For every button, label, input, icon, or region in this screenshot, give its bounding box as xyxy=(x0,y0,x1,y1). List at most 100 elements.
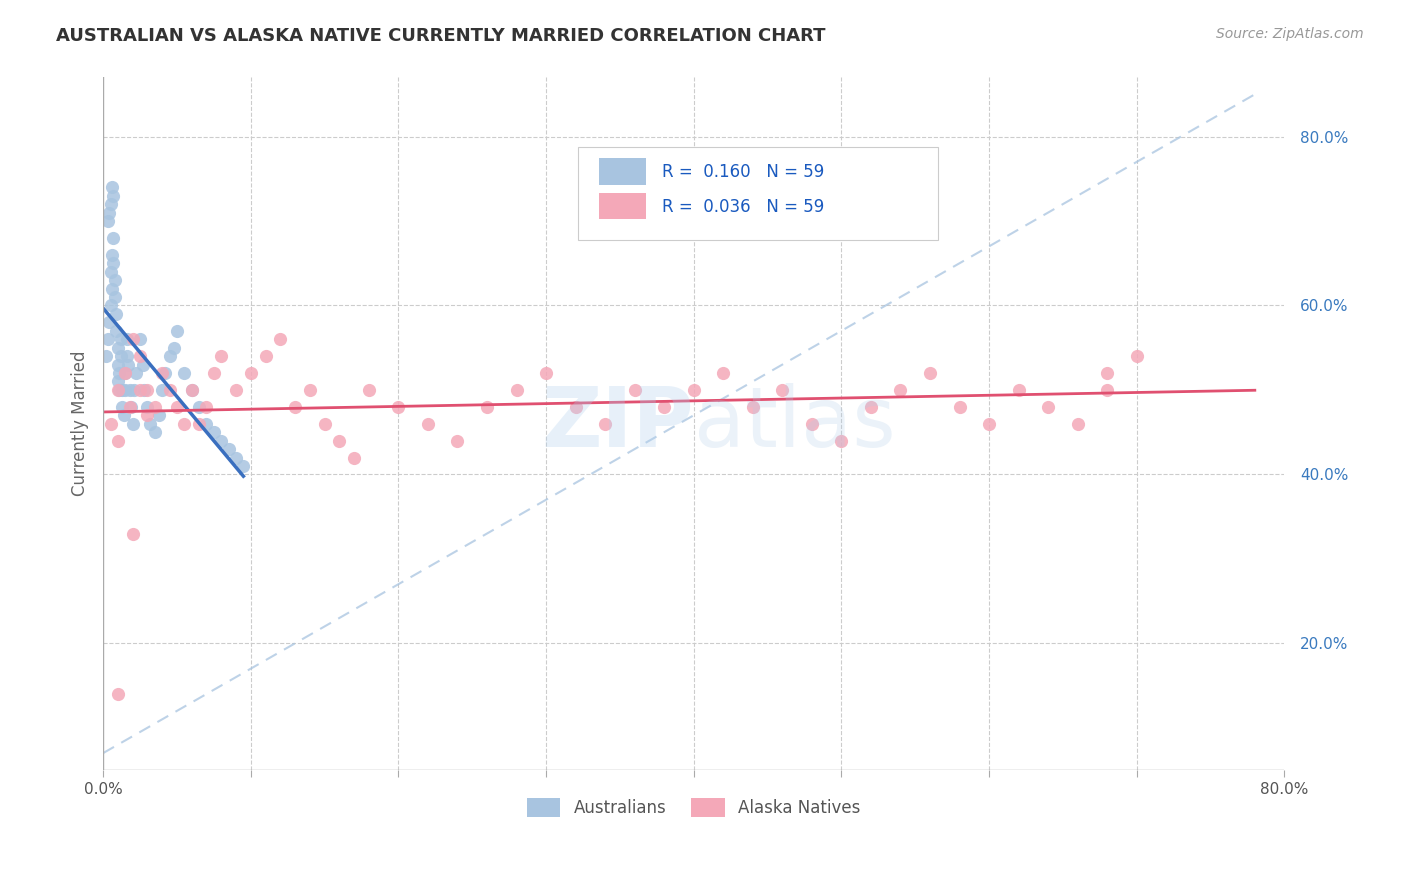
Point xyxy=(139,417,162,431)
Point xyxy=(118,383,141,397)
Point xyxy=(225,383,247,397)
Point xyxy=(121,417,143,431)
Text: Source: ZipAtlas.com: Source: ZipAtlas.com xyxy=(1216,27,1364,41)
Point xyxy=(111,383,134,397)
Point xyxy=(98,205,121,219)
Point xyxy=(593,417,616,431)
Point xyxy=(118,400,141,414)
Point xyxy=(107,341,129,355)
Point xyxy=(1095,366,1118,380)
Point xyxy=(110,349,132,363)
Legend: Australians, Alaska Natives: Australians, Alaska Natives xyxy=(520,791,868,824)
Point xyxy=(107,358,129,372)
Point xyxy=(269,332,291,346)
Point xyxy=(129,383,152,397)
Point xyxy=(446,434,468,448)
Point xyxy=(101,248,124,262)
Text: ZIP: ZIP xyxy=(541,384,693,464)
Point xyxy=(195,400,218,414)
Point xyxy=(173,417,195,431)
Point xyxy=(209,434,232,448)
Point xyxy=(1007,383,1029,397)
Point xyxy=(173,366,195,380)
Text: R =  0.160   N = 59: R = 0.160 N = 59 xyxy=(662,163,824,181)
Point xyxy=(114,383,136,397)
Point xyxy=(100,417,122,431)
Point xyxy=(209,349,232,363)
Point xyxy=(101,282,124,296)
Point xyxy=(148,409,170,423)
Point xyxy=(105,307,128,321)
Text: R =  0.036   N = 59: R = 0.036 N = 59 xyxy=(662,198,824,216)
Point xyxy=(564,400,586,414)
Point xyxy=(711,366,734,380)
Point xyxy=(115,349,138,363)
Point xyxy=(652,400,675,414)
Point xyxy=(103,231,125,245)
Point xyxy=(314,417,336,431)
Point xyxy=(112,409,135,423)
Point xyxy=(1066,417,1088,431)
Point xyxy=(387,400,409,414)
Point xyxy=(1036,400,1059,414)
Point xyxy=(889,383,911,397)
Point xyxy=(188,400,211,414)
Point xyxy=(202,425,225,439)
Point xyxy=(741,400,763,414)
Point xyxy=(623,383,645,397)
Point xyxy=(96,332,118,346)
Point xyxy=(143,400,166,414)
Point xyxy=(166,400,188,414)
Point xyxy=(284,400,307,414)
Point xyxy=(96,214,118,228)
Point xyxy=(103,256,125,270)
Point xyxy=(232,458,254,473)
Point xyxy=(104,290,127,304)
Point xyxy=(682,383,704,397)
Point xyxy=(180,383,202,397)
Point xyxy=(475,400,498,414)
Point xyxy=(105,324,128,338)
Point xyxy=(918,366,941,380)
Point xyxy=(117,358,139,372)
Point xyxy=(770,383,793,397)
Point xyxy=(534,366,557,380)
Point xyxy=(188,417,211,431)
Point xyxy=(166,324,188,338)
Point xyxy=(136,409,159,423)
Point xyxy=(416,417,439,431)
Point xyxy=(110,332,132,346)
Point xyxy=(111,400,134,414)
Point xyxy=(830,434,852,448)
Point xyxy=(153,366,176,380)
Point xyxy=(114,366,136,380)
Point xyxy=(107,375,129,389)
Point xyxy=(132,358,155,372)
Point xyxy=(150,383,173,397)
Point xyxy=(948,400,970,414)
Point xyxy=(136,383,159,397)
Point xyxy=(159,349,181,363)
Point xyxy=(101,180,124,194)
Point xyxy=(800,417,823,431)
FancyBboxPatch shape xyxy=(578,146,938,240)
Point xyxy=(121,526,143,541)
Point xyxy=(107,434,129,448)
Point xyxy=(100,197,122,211)
Point xyxy=(218,442,240,456)
Text: atlas: atlas xyxy=(693,384,896,464)
Point xyxy=(1095,383,1118,397)
FancyBboxPatch shape xyxy=(599,193,647,219)
Point xyxy=(107,383,129,397)
Point xyxy=(859,400,882,414)
Point xyxy=(202,366,225,380)
Point xyxy=(122,383,145,397)
FancyBboxPatch shape xyxy=(599,159,647,185)
Point xyxy=(129,349,152,363)
Point xyxy=(505,383,527,397)
Point xyxy=(357,383,380,397)
Point xyxy=(94,349,117,363)
Point xyxy=(107,687,129,701)
Point xyxy=(1125,349,1147,363)
Point xyxy=(100,265,122,279)
